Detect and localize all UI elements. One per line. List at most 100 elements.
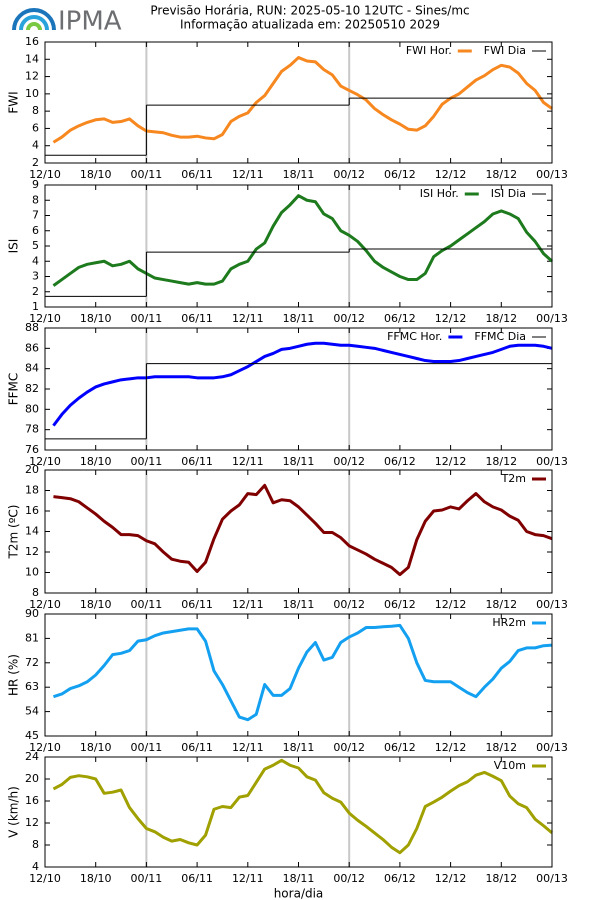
hourly-line — [52, 341, 553, 427]
y-tick-label: 16 — [25, 794, 39, 807]
x-tick-label: 18/11 — [283, 312, 315, 325]
logo-arc — [19, 15, 49, 31]
y-axis-label: FWI — [7, 91, 21, 113]
y-tick-label: 54 — [25, 705, 39, 718]
x-tick-label: 12/12 — [435, 168, 467, 181]
y-tick-label: 76 — [25, 443, 39, 456]
y-tick-label: 1 — [32, 300, 39, 313]
y-tick-label: 2 — [32, 285, 39, 298]
x-tick-label: 00/12 — [333, 168, 365, 181]
logo-arc — [26, 22, 42, 31]
x-tick-label: 00/11 — [131, 168, 163, 181]
y-tick-label: 72 — [25, 656, 39, 669]
x-tick-label: 00/11 — [131, 455, 163, 468]
y-tick-label: 90 — [25, 607, 39, 620]
x-tick-label: 12/12 — [435, 598, 467, 611]
y-tick-label: 4 — [32, 139, 39, 152]
x-tick-label: 00/13 — [536, 168, 568, 181]
x-tick-label: 00/13 — [536, 598, 568, 611]
x-tick-label: 18/11 — [283, 455, 315, 468]
y-tick-label: 20 — [25, 772, 39, 785]
x-tick-label: 18/10 — [80, 741, 112, 754]
x-tick-label: 06/12 — [384, 455, 416, 468]
legend-label: FWI Dia — [484, 44, 526, 57]
panel: 45 54 63 72 81 90 12/10 18/10 00/11 06/11 12/11 18/… — [7, 607, 568, 754]
legend-label: HR2m — [492, 616, 526, 629]
x-tick-label: 12/11 — [232, 168, 264, 181]
x-tick-label: 06/11 — [181, 168, 213, 181]
y-tick-label: 8 — [32, 104, 39, 117]
plot-frame — [44, 41, 553, 164]
y-tick-label: 4 — [32, 254, 39, 267]
x-tick-label: 18/12 — [485, 168, 517, 181]
x-tick-label: 18/11 — [283, 741, 315, 754]
y-tick-label: 10 — [25, 87, 39, 100]
y-tick-label: 2 — [32, 156, 39, 169]
panel: 8 10 12 14 16 18 20 12/10 18/10 00/11 06/11 12/11 18… — [7, 463, 568, 611]
y-tick-label: 81 — [25, 631, 39, 644]
y-tick-label: 16 — [25, 35, 39, 48]
x-tick-label: 12/10 — [29, 455, 61, 468]
title: Previsão Horária, RUN: 2025-05-10 12UTC … — [150, 4, 469, 18]
x-tick-label: 18/12 — [485, 872, 517, 885]
x-tick-label: 18/10 — [80, 598, 112, 611]
panel: 1 2 3 4 5 6 7 8 9 12/10 18/10 00/11 06/11 12/11 18/11 0… — [7, 178, 568, 325]
y-tick-label: 9 — [32, 178, 39, 191]
y-tick-label: 6 — [32, 224, 39, 237]
x-tick-label: 18/11 — [283, 168, 315, 181]
panel: 76 78 80 82 84 86 88 12/10 18/10 00/11 06/11 12/11 1… — [7, 321, 568, 468]
y-tick-label: 20 — [25, 463, 39, 476]
x-tick-label: 12/12 — [435, 455, 467, 468]
x-tick-label: 12/11 — [232, 312, 264, 325]
x-tick-label: 12/12 — [435, 741, 467, 754]
legend-label: FFMC Dia — [474, 330, 526, 343]
y-tick-label: 63 — [25, 680, 39, 693]
y-tick-label: 24 — [25, 750, 39, 763]
x-tick-label: 06/12 — [384, 312, 416, 325]
y-tick-label: 14 — [25, 52, 39, 65]
x-tick-label: 00/12 — [333, 455, 365, 468]
y-tick-label: 12 — [25, 70, 39, 83]
y-axis-label: ISI — [7, 239, 21, 254]
hourly-line — [52, 758, 553, 855]
plot-frame — [44, 613, 553, 737]
y-tick-label: 86 — [25, 341, 39, 354]
y-tick-label: 5 — [32, 239, 39, 252]
x-tick-label: 12/10 — [29, 168, 61, 181]
y-tick-label: 18 — [25, 484, 39, 497]
x-tick-label: 00/13 — [536, 312, 568, 325]
y-tick-label: 3 — [32, 270, 39, 283]
hourly-line — [53, 483, 553, 577]
x-tick-label: 12/11 — [232, 455, 264, 468]
y-tick-label: 7 — [32, 209, 39, 222]
x-tick-label: 12/10 — [29, 741, 61, 754]
y-tick-label: 84 — [25, 362, 39, 375]
y-tick-label: 82 — [25, 382, 39, 395]
y-tick-label: 88 — [25, 321, 39, 334]
x-tick-label: 00/12 — [333, 598, 365, 611]
y-tick-label: 80 — [25, 402, 39, 415]
subtitle: Informação atualizada em: 20250510 2029 — [180, 18, 440, 32]
y-tick-label: 14 — [25, 525, 39, 538]
x-tick-label: 06/11 — [181, 872, 213, 885]
legend-label: V10m — [494, 759, 526, 772]
y-tick-label: 8 — [32, 193, 39, 206]
legend-label: ISI Dia — [491, 187, 526, 200]
panel: 2 4 6 8 10 12 14 16 12/10 18/10 00/11 06/11 12/11 18/… — [7, 35, 568, 181]
x-tick-label: 12/11 — [232, 741, 264, 754]
y-tick-label: 8 — [32, 586, 39, 599]
y-axis-label: V (km/h) — [7, 786, 21, 838]
hourly-line — [52, 56, 553, 144]
x-tick-label: 06/11 — [181, 455, 213, 468]
x-tick-label: 00/11 — [131, 741, 163, 754]
y-tick-label: 4 — [32, 860, 39, 873]
plot-frame — [44, 184, 553, 308]
x-tick-label: 00/13 — [536, 872, 568, 885]
plot-frame — [44, 756, 553, 868]
x-tick-label: 18/12 — [485, 455, 517, 468]
x-tick-label: 00/12 — [333, 312, 365, 325]
x-tick-label: 12/12 — [435, 312, 467, 325]
x-tick-label: 12/12 — [435, 872, 467, 885]
y-tick-label: 12 — [25, 545, 39, 558]
logo: IPMA — [12, 7, 122, 37]
